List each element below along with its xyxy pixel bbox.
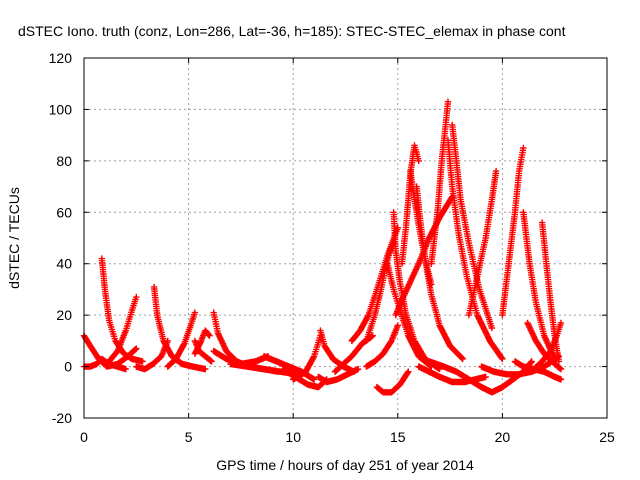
chart-title: dSTEC Iono. truth (conz, Lon=286, Lat=-3…	[18, 23, 566, 39]
y-tick-label: -20	[52, 410, 72, 426]
series-group	[499, 144, 527, 319]
plot-frame	[83, 57, 608, 419]
data-point-markers	[407, 167, 435, 288]
data-point-markers	[133, 337, 171, 373]
x-tick-label: 5	[185, 429, 193, 445]
data-point-markers	[191, 327, 213, 357]
data-point-markers	[426, 358, 496, 396]
data-point-markers	[499, 144, 527, 319]
data-points	[80, 98, 565, 396]
y-tick-label: 120	[49, 50, 73, 66]
series-group	[150, 283, 209, 373]
series-group	[511, 358, 565, 383]
series-group	[133, 337, 171, 373]
y-tick-label: 100	[49, 101, 73, 117]
x-tick-label: 20	[495, 429, 511, 445]
data-point-markers	[444, 137, 506, 363]
x-axis-title: GPS time / hours of day 251 of year 2014	[216, 457, 474, 473]
data-point-markers	[465, 167, 500, 319]
x-tick-label: 0	[80, 429, 88, 445]
y-axis-title: dSTEC / TECUs	[6, 187, 22, 289]
data-point-markers	[428, 98, 452, 267]
grid-lines	[84, 58, 607, 418]
y-tick-label: 40	[56, 256, 72, 272]
series-group	[449, 121, 496, 332]
data-point-markers	[373, 368, 412, 396]
y-tick-label: 60	[56, 204, 72, 220]
x-tick-label: 25	[599, 429, 615, 445]
data-point-markers	[511, 358, 565, 383]
data-point-markers	[164, 309, 199, 370]
series-group	[465, 167, 500, 319]
data-point-markers	[290, 332, 324, 383]
y-tick-label: 20	[56, 307, 72, 323]
data-point-markers	[150, 283, 209, 373]
series-group	[428, 98, 452, 267]
x-tick-label: 15	[390, 429, 406, 445]
series-group	[363, 322, 401, 370]
data-point-markers	[105, 293, 140, 365]
axis-ticks: 0 5 10 15 20 25 -20 0 20 40 60 80 100 120	[49, 50, 615, 445]
series-group	[444, 137, 506, 363]
data-point-markers	[449, 121, 496, 332]
series-group	[290, 332, 324, 383]
series-group	[164, 309, 199, 370]
series-group	[426, 358, 496, 396]
series-group	[407, 167, 435, 288]
y-tick-label: 80	[56, 153, 72, 169]
series-group	[373, 368, 412, 396]
series-group	[105, 293, 140, 365]
x-tick-label: 10	[285, 429, 301, 445]
y-tick-label: 0	[64, 359, 72, 375]
series-group	[191, 327, 213, 357]
data-point-markers	[363, 322, 401, 370]
